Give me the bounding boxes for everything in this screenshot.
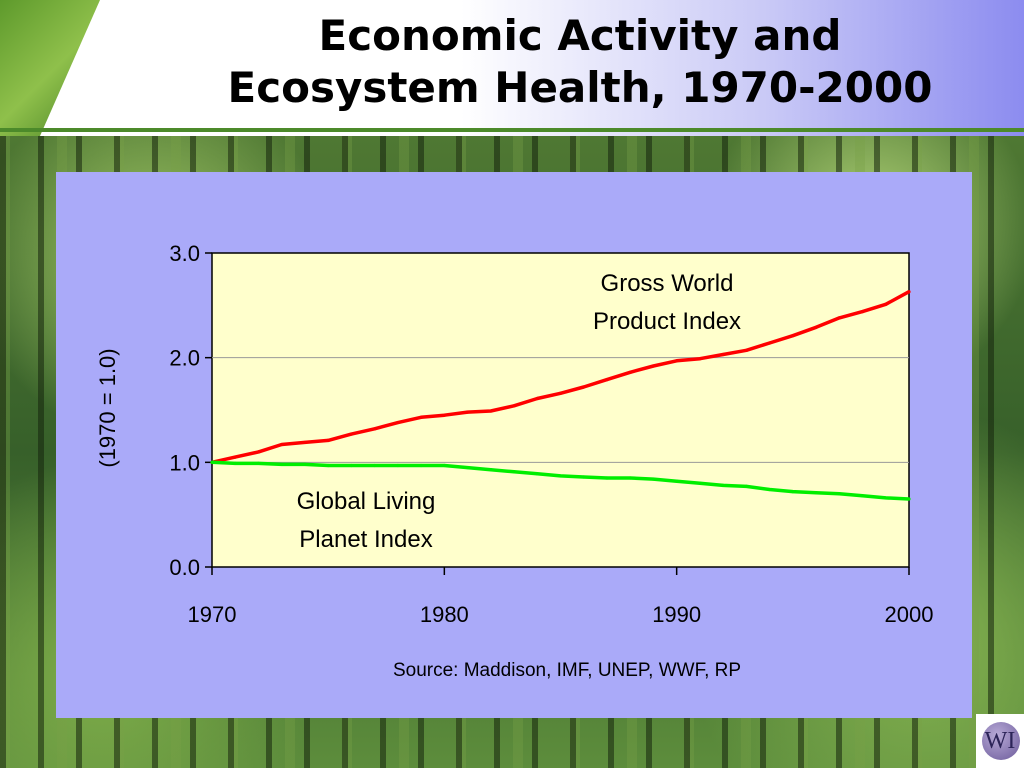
y-tick-label: 2.0	[169, 346, 200, 371]
data-point	[744, 484, 748, 489]
data-point	[558, 391, 563, 395]
data-point	[814, 325, 818, 329]
data-point	[675, 359, 679, 363]
data-point	[233, 461, 237, 465]
data-point	[814, 491, 818, 495]
data-point	[721, 483, 725, 487]
data-point	[860, 310, 865, 314]
x-tick-label: 1980	[420, 602, 469, 627]
data-point	[884, 496, 888, 500]
series-label-line-1: Global Living	[297, 488, 436, 515]
banner-divider	[0, 128, 1024, 132]
logo-seal-icon	[982, 722, 1020, 760]
data-point	[605, 378, 609, 382]
y-tick-label: 3.0	[169, 241, 200, 266]
data-point	[512, 470, 516, 474]
data-point	[210, 460, 214, 464]
x-tick-label: 2000	[885, 602, 934, 627]
slide-title: Economic Activity and Ecosystem Health, …	[160, 10, 1000, 114]
data-point	[303, 440, 307, 445]
data-point	[628, 370, 632, 374]
data-point	[419, 463, 423, 468]
data-point	[442, 413, 446, 417]
data-point	[535, 396, 539, 401]
data-point	[326, 438, 330, 442]
data-point	[419, 415, 423, 419]
series-label-line-2: Product Index	[593, 308, 741, 335]
source-note: Source: Maddison, IMF, UNEP, WWF, RP	[393, 660, 741, 681]
data-point	[907, 497, 911, 501]
data-point	[558, 474, 563, 478]
data-point	[349, 432, 353, 436]
data-point	[233, 455, 237, 459]
data-point	[651, 364, 656, 368]
y-tick-label: 1.0	[169, 450, 200, 475]
plot-area	[211, 252, 910, 568]
data-point	[465, 410, 470, 414]
y-axis-label: (1970 = 1.0)	[95, 348, 120, 467]
series-label-line-2: Planet Index	[299, 526, 432, 553]
data-point	[605, 476, 609, 480]
data-point	[884, 302, 888, 306]
data-point	[698, 481, 702, 485]
data-point	[698, 357, 702, 361]
data-point	[768, 341, 772, 345]
data-point	[651, 477, 656, 481]
data-point	[860, 494, 865, 498]
data-point	[791, 490, 795, 494]
data-point	[907, 290, 911, 294]
data-point	[349, 463, 353, 468]
title-banner: Economic Activity and Ecosystem Health, …	[0, 0, 1024, 136]
title-line-2: Ecosystem Health, 1970-2000	[227, 63, 933, 112]
data-point	[326, 463, 330, 468]
data-point	[535, 472, 539, 476]
data-point	[489, 468, 493, 472]
data-point	[396, 463, 400, 468]
data-point	[280, 442, 284, 447]
series-label-line-1: Gross World	[601, 270, 734, 297]
data-point	[303, 462, 307, 467]
wri-logo: WI	[976, 714, 1024, 768]
data-point	[721, 352, 725, 357]
data-point	[675, 479, 679, 483]
data-point	[280, 462, 284, 467]
data-point	[582, 385, 586, 389]
data-point	[837, 492, 841, 496]
data-point	[628, 476, 632, 480]
data-point	[373, 427, 377, 431]
data-point	[256, 450, 261, 454]
data-point	[837, 316, 841, 320]
data-point	[465, 465, 470, 470]
x-tick-label: 1990	[652, 602, 701, 627]
data-point	[791, 334, 795, 338]
y-tick-label: 0.0	[169, 555, 200, 580]
data-point	[256, 461, 261, 465]
data-point	[512, 404, 516, 408]
data-point	[582, 475, 586, 479]
title-line-1: Economic Activity and	[318, 11, 842, 60]
data-point	[442, 463, 446, 468]
data-point	[489, 409, 493, 413]
data-point	[373, 463, 377, 468]
data-point	[396, 420, 400, 425]
data-point	[744, 348, 748, 352]
x-tick-label: 1970	[188, 602, 237, 627]
data-point	[768, 487, 772, 492]
logo-text: WI	[984, 728, 1016, 754]
